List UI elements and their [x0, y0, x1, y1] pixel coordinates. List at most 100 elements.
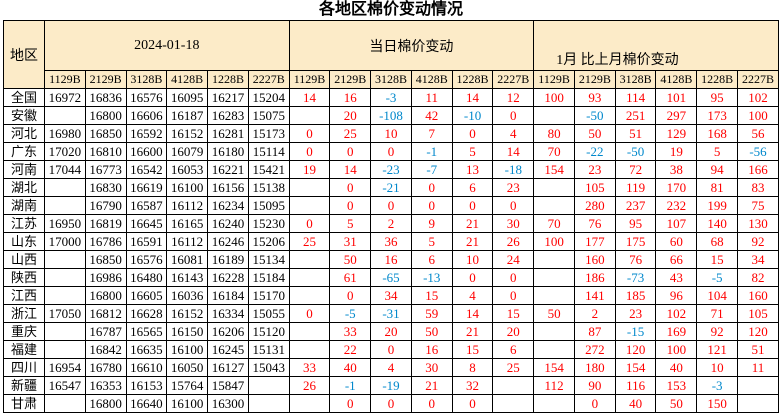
price-cell[interactable]: 16184	[207, 286, 249, 305]
monthly-cell[interactable]	[533, 340, 575, 359]
daily-cell[interactable]: 16	[370, 250, 412, 269]
monthly-cell[interactable]: 50	[533, 304, 575, 323]
region-label[interactable]: 广东	[3, 142, 45, 161]
daily-cell[interactable]: 0	[370, 340, 412, 359]
grade-header[interactable]: 3128B	[370, 70, 412, 89]
monthly-cell[interactable]	[533, 178, 575, 197]
price-cell[interactable]: 16812	[84, 304, 127, 323]
monthly-cell[interactable]: 60	[655, 232, 698, 251]
price-cell[interactable]	[44, 178, 86, 197]
monthly-cell[interactable]: -56	[737, 142, 779, 161]
monthly-cell[interactable]: 95	[614, 214, 657, 233]
price-cell[interactable]: 16576	[125, 250, 168, 269]
price-cell[interactable]: 15138	[247, 178, 290, 197]
daily-cell[interactable]: 25	[492, 358, 535, 377]
daily-cell[interactable]: 32	[451, 376, 494, 395]
price-cell[interactable]: 16542	[125, 160, 168, 179]
daily-cell[interactable]: -10	[451, 106, 494, 125]
region-label[interactable]: 湖北	[3, 178, 45, 197]
daily-cell[interactable]: 5	[329, 214, 372, 233]
price-cell[interactable]: 16850	[84, 250, 127, 269]
monthly-cell[interactable]	[533, 250, 575, 269]
daily-cell[interactable]: 26	[288, 376, 331, 395]
price-cell[interactable]: 16790	[84, 196, 127, 215]
region-label[interactable]: 四川	[3, 358, 45, 377]
monthly-cell[interactable]: 76	[614, 250, 657, 269]
price-cell[interactable]: 15114	[247, 142, 290, 161]
monthly-cell[interactable]: 94	[696, 160, 739, 179]
monthly-cell[interactable]: 23	[573, 160, 616, 179]
monthly-cell[interactable]: 80	[533, 124, 575, 143]
price-cell[interactable]: 16480	[125, 268, 168, 287]
grade-header[interactable]: 3128B	[125, 70, 168, 89]
daily-cell[interactable]: 36	[370, 232, 412, 251]
price-cell[interactable]: 17050	[44, 304, 86, 323]
region-label[interactable]: 河南	[3, 160, 45, 179]
grade-header[interactable]: 1228B	[451, 70, 494, 89]
price-cell[interactable]: 16591	[125, 232, 168, 251]
daily-cell[interactable]: -3	[370, 88, 412, 107]
monthly-cell[interactable]: 95	[696, 88, 739, 107]
grade-header[interactable]: 1228B	[207, 70, 249, 89]
price-cell[interactable]: 15764	[166, 376, 209, 395]
daily-cell[interactable]: 0	[451, 124, 494, 143]
monthly-cell[interactable]: 237	[614, 196, 657, 215]
price-cell[interactable]	[44, 340, 86, 359]
monthly-cell[interactable]: 5	[696, 142, 739, 161]
monthly-change-group-header[interactable]: 1月 比上月棉价变动	[533, 20, 779, 71]
monthly-cell[interactable]: 168	[696, 124, 739, 143]
monthly-cell[interactable]: 92	[696, 322, 739, 341]
daily-cell[interactable]: 20	[492, 322, 535, 341]
daily-cell[interactable]: -108	[370, 106, 412, 125]
price-cell[interactable]: 16972	[44, 88, 86, 107]
region-label[interactable]: 山西	[3, 250, 45, 269]
monthly-cell[interactable]: 104	[696, 286, 739, 305]
daily-cell[interactable]: -18	[492, 160, 535, 179]
monthly-cell[interactable]: 51	[737, 340, 779, 359]
price-cell[interactable]: 15095	[247, 196, 290, 215]
daily-cell[interactable]: 0	[288, 304, 331, 323]
daily-cell[interactable]: 31	[329, 232, 372, 251]
monthly-cell[interactable]: 150	[696, 394, 739, 413]
daily-cell[interactable]: 11	[410, 88, 453, 107]
price-cell[interactable]: 15120	[247, 322, 290, 341]
price-cell[interactable]: 16217	[207, 88, 249, 107]
daily-cell[interactable]: 10	[451, 250, 494, 269]
monthly-cell[interactable]: 232	[655, 196, 698, 215]
daily-cell[interactable]: 12	[492, 88, 535, 107]
price-cell[interactable]: 16645	[125, 214, 168, 233]
daily-cell[interactable]: 0	[492, 286, 535, 305]
grade-header[interactable]: 2227B	[247, 70, 290, 89]
monthly-cell[interactable]: 50	[655, 394, 698, 413]
daily-cell[interactable]: 21	[451, 214, 494, 233]
region-label[interactable]: 福建	[3, 340, 45, 359]
region-label[interactable]: 安徽	[3, 106, 45, 125]
monthly-cell[interactable]: 129	[655, 124, 698, 143]
price-cell[interactable]: 16206	[207, 322, 249, 341]
price-cell[interactable]: 17020	[44, 142, 86, 161]
monthly-cell[interactable]: 153	[655, 376, 698, 395]
price-cell[interactable]: 16234	[207, 196, 249, 215]
daily-cell[interactable]: 15	[410, 286, 453, 305]
grade-header[interactable]: 2129B	[84, 70, 127, 89]
daily-cell[interactable]: 0	[492, 106, 535, 125]
monthly-cell[interactable]: 102	[737, 88, 779, 107]
price-cell[interactable]: 16153	[125, 376, 168, 395]
price-cell[interactable]	[247, 376, 290, 395]
price-cell[interactable]: 16628	[125, 304, 168, 323]
daily-cell[interactable]: 0	[329, 394, 372, 413]
monthly-cell[interactable]: -50	[573, 106, 616, 125]
daily-cell[interactable]: 21	[410, 376, 453, 395]
region-column-header[interactable]: 地区	[3, 20, 45, 89]
daily-cell[interactable]: 0	[410, 196, 453, 215]
monthly-cell[interactable]	[533, 286, 575, 305]
price-cell[interactable]: 16283	[207, 106, 249, 125]
region-label[interactable]: 全国	[3, 88, 45, 107]
price-cell[interactable]	[44, 250, 86, 269]
monthly-cell[interactable]	[737, 376, 779, 395]
price-cell[interactable]: 16954	[44, 358, 86, 377]
daily-cell[interactable]: 14	[492, 142, 535, 161]
price-cell[interactable]: 15173	[247, 124, 290, 143]
daily-cell[interactable]: 6	[410, 250, 453, 269]
monthly-cell[interactable]: -3	[696, 376, 739, 395]
